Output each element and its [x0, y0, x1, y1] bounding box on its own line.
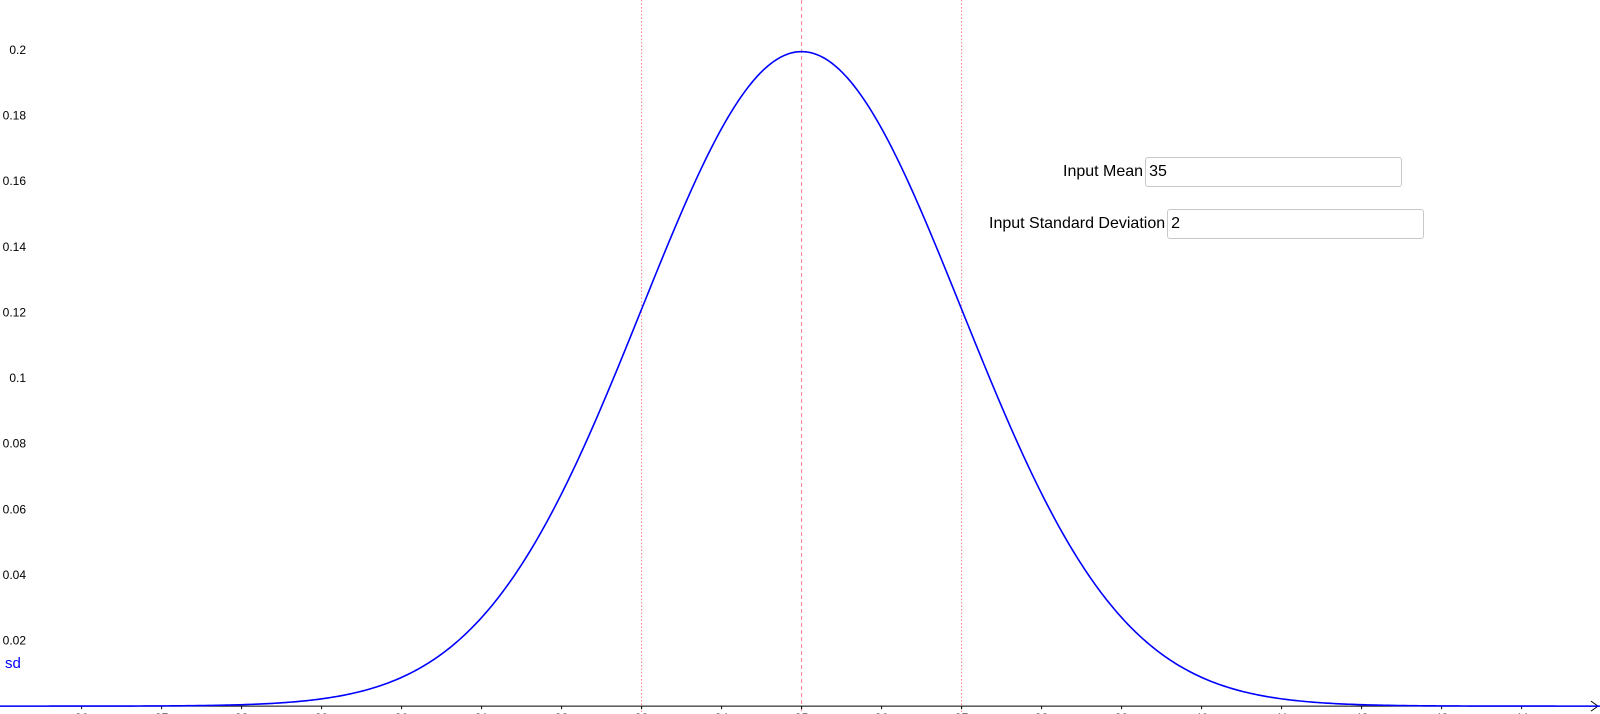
y-ticks: 0.02 0.04 0.06 0.08 0.1 0.12 0.14 0.16 0.18 0.2	[3, 43, 27, 648]
x-tick-label-38: 38	[1035, 711, 1049, 714]
x-tick-label-31: 31	[475, 711, 489, 714]
axes	[0, 700, 1599, 712]
y-tick-label-0.2: 0.2	[9, 43, 26, 57]
normal-curve	[0, 50, 1600, 707]
x-tick-label-29: 29	[315, 711, 329, 714]
x-tick-label-30: 30	[395, 711, 409, 714]
sd-input[interactable]	[1167, 209, 1425, 239]
y-tick-label-0.02: 0.02	[3, 634, 27, 648]
y-tick-label-0.1: 0.1	[9, 371, 26, 385]
x-tick-label-43: 43	[1435, 711, 1449, 714]
x-tick-label-44: 44	[1515, 711, 1529, 714]
y-tick-label-0.16: 0.16	[3, 174, 27, 188]
x-tick-label-32: 32	[555, 711, 569, 714]
y-tick-label-0.18: 0.18	[3, 109, 27, 123]
x-tick-label-27: 27	[155, 711, 169, 714]
sd-input-label: Input Standard Deviation	[989, 215, 1166, 232]
x-ticks: 26 27 28 29 30 31 32 33 34 35 36 37 38 39 40 41 42 43 44	[75, 706, 1529, 714]
y-tick-label-0.14: 0.14	[3, 240, 27, 254]
x-tick-label-40: 40	[1195, 711, 1209, 714]
x-tick-label-37: 37	[955, 711, 969, 714]
function-label: sd	[5, 655, 21, 672]
x-tick-label-41: 41	[1275, 711, 1289, 714]
x-tick-label-35: 35	[795, 711, 809, 714]
mean-input-label: Input Mean	[1063, 163, 1144, 180]
x-tick-label-26: 26	[75, 711, 89, 714]
y-tick-label-0.08: 0.08	[3, 437, 27, 451]
x-tick-label-39: 39	[1115, 711, 1129, 714]
sd-input-row: Input Standard Deviation	[989, 209, 1425, 239]
x-tick-label-42: 42	[1355, 711, 1369, 714]
mean-input[interactable]	[1145, 157, 1403, 187]
y-tick-label-0.12: 0.12	[3, 305, 27, 319]
x-tick-label-34: 34	[715, 711, 729, 714]
reference-lines	[641, 0, 963, 714]
y-tick-label-0.06: 0.06	[3, 502, 27, 516]
x-tick-label-36: 36	[875, 711, 889, 714]
x-tick-label-28: 28	[235, 711, 249, 714]
mean-input-row: Input Mean	[1063, 157, 1403, 187]
y-tick-label-0.04: 0.04	[3, 568, 27, 582]
x-tick-label-33: 33	[635, 711, 649, 714]
